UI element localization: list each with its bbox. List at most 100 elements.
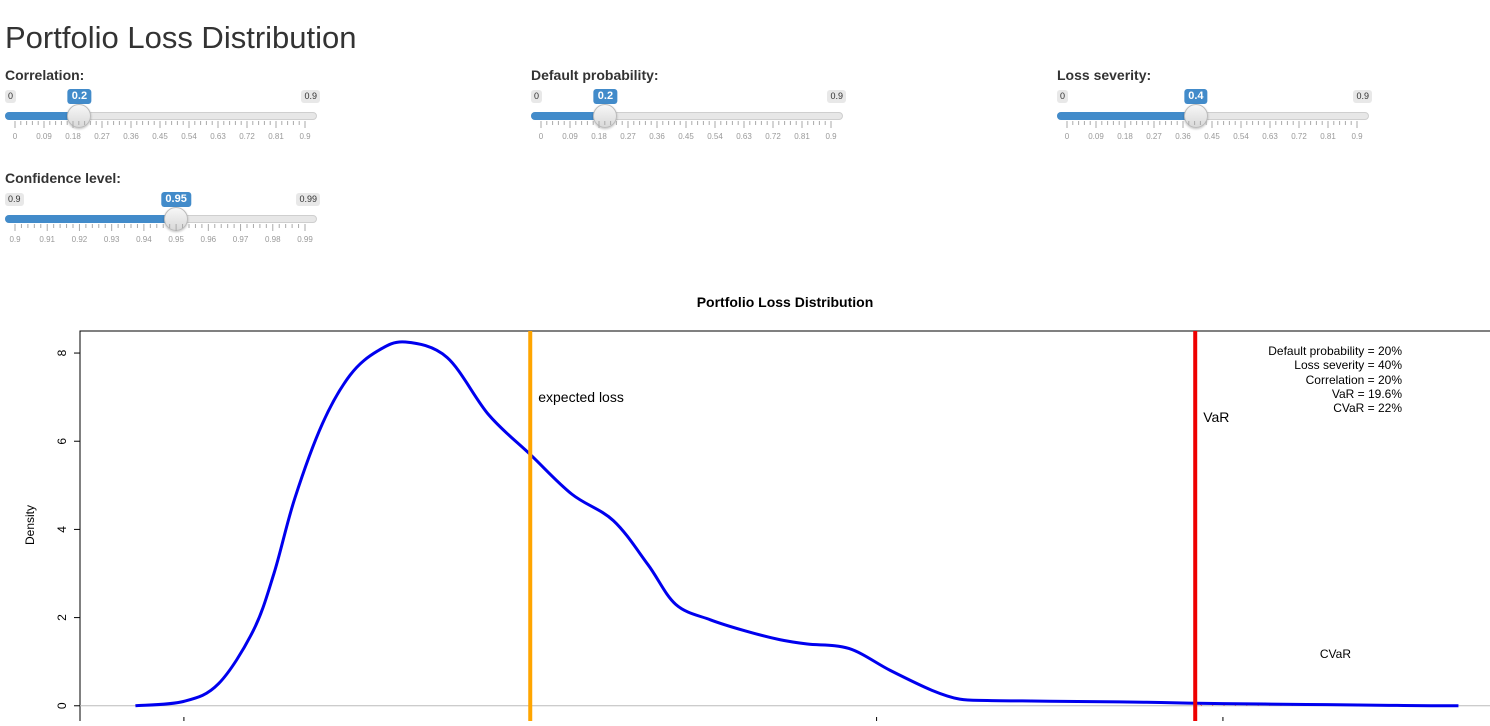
slider-label: Confidence level: (5, 170, 121, 186)
slider-ticks (14, 121, 306, 128)
chart-title: Portfolio Loss Distribution (697, 294, 874, 310)
slider-value-badge: 0.2 (67, 89, 92, 104)
slider-tick-labels: 0 0.09 0.18 0.27 0.36 0.45 0.54 0.63 0.72 0.81 0.9 (531, 132, 851, 144)
slider-tick-label: 0.9 (9, 235, 21, 244)
slider-tick-label: 0.54 (181, 132, 197, 141)
y-axis-tick-label: 6 (55, 438, 69, 445)
legend-line: Loss severity = 40% (1294, 358, 1402, 372)
slider-tick-label: 0.98 (264, 235, 281, 244)
slider-tick-label: 0.09 (1088, 132, 1104, 141)
slider-value-badge: 0.2 (593, 89, 618, 104)
slider-tick-label: 0.81 (794, 132, 810, 141)
chart-svg: Portfolio Loss Distribution Density 0 2 4 6… (23, 294, 1490, 724)
slider-tick-label: 0.95 (168, 235, 184, 244)
slider-min-badge: 0.9 (5, 193, 24, 206)
slider-tick-label: 0.96 (200, 235, 217, 244)
slider-tick-label: 0.9 (299, 132, 311, 141)
legend-line: VaR = 19.6% (1332, 387, 1402, 401)
slider-max-badge: 0.9 (1353, 90, 1372, 103)
slider-tick-label: 0.18 (1117, 132, 1133, 141)
page-title: Portfolio Loss Distribution (5, 20, 357, 55)
slider-fill (1057, 112, 1196, 120)
slider-tick-label: 0.92 (71, 235, 88, 244)
slider-tick-label: 0.72 (765, 132, 781, 141)
correlation-slider[interactable]: Correlation: 0 0.9 0.2 0 0.09 0.18 0.27 0.36… (5, 67, 320, 157)
slider-fill (5, 112, 80, 120)
y-axis-tick-label: 8 (55, 349, 69, 356)
slider-handle[interactable] (593, 104, 618, 128)
y-axis-label: Density (23, 505, 37, 545)
loss-severity-slider[interactable]: Loss severity: 0 0.9 0.4 0 0.09 0.18 0.27 0.… (1057, 67, 1372, 157)
slider-tick-label: 0.99 (297, 235, 313, 244)
slider-tick-label: 0.9 (825, 132, 837, 141)
legend-line: Correlation = 20% (1306, 373, 1403, 387)
slider-tick-label: 0.81 (1320, 132, 1336, 141)
slider-tick-label: 0.36 (1175, 132, 1191, 141)
x-axis-ticks (183, 717, 1224, 723)
confidence-level-slider[interactable]: Confidence level: 0.9 0.99 0.95 0.9 0.91 0… (5, 170, 320, 260)
legend-line: CVaR = 22% (1333, 401, 1402, 415)
slider-tick-label: 0.45 (1204, 132, 1220, 141)
slider-min-badge: 0 (5, 90, 17, 103)
slider-max-badge: 0.9 (301, 90, 320, 103)
slider-max-badge: 0.99 (296, 193, 320, 206)
chart-legend: Default probability = 20% Loss severity … (1268, 344, 1402, 415)
slider-tick-label: 0.63 (1262, 132, 1278, 141)
slider-tick-label: 0.09 (36, 132, 52, 141)
slider-ticks (540, 121, 832, 128)
slider-tick-label: 0 (12, 132, 18, 141)
slider-handle[interactable] (67, 104, 92, 128)
slider-label: Default probability: (531, 67, 659, 83)
slider-tick-label: 0.27 (94, 132, 110, 141)
expected-loss-label: expected loss (538, 389, 624, 405)
slider-tick-label: 0.72 (239, 132, 255, 141)
slider-fill (531, 112, 606, 120)
slider-tick-label: 0.94 (136, 235, 152, 244)
slider-value-badge: 0.95 (161, 192, 191, 207)
slider-tick-label: 0.09 (562, 132, 578, 141)
slider-tick-label: 0.27 (620, 132, 636, 141)
plot-frame (79, 330, 1490, 724)
slider-tick-labels: 0.9 0.91 0.92 0.93 0.94 0.95 0.96 0.97 0.98 0.99 (5, 235, 325, 247)
slider-min-badge: 0 (1057, 90, 1069, 103)
legend-line: Default probability = 20% (1268, 344, 1402, 358)
slider-tick-label: 0 (538, 132, 544, 141)
slider-tick-label: 0.54 (1233, 132, 1249, 141)
loss-distribution-chart: Portfolio Loss Distribution Density 0 2 4 6… (0, 285, 1490, 724)
slider-tick-label: 0.63 (736, 132, 752, 141)
y-axis-tick-label: 2 (55, 614, 69, 621)
slider-tick-label: 0.93 (103, 235, 120, 244)
slider-label: Loss severity: (1057, 67, 1152, 83)
slider-tick-label: 0.36 (123, 132, 139, 141)
var-label: VaR (1203, 409, 1229, 425)
y-axis-tick-label: 0 (55, 702, 69, 709)
slider-tick-label: 0.81 (268, 132, 284, 141)
slider-ticks (14, 224, 306, 231)
slider-value-badge: 0.4 (1184, 89, 1208, 104)
default-probability-slider[interactable]: Default probability: 0 0.9 0.2 0 0.09 0.18… (531, 67, 846, 157)
slider-tick-label: 0.45 (678, 132, 694, 141)
density-curve (135, 340, 1459, 708)
slider-tick-label: 0.27 (1146, 132, 1162, 141)
slider-tick-label: 0.54 (707, 132, 723, 141)
slider-ticks (1066, 121, 1358, 128)
slider-min-badge: 0 (531, 90, 543, 103)
slider-tick-label: 0 (1064, 132, 1070, 141)
slider-tick-label: 0.36 (649, 132, 665, 141)
slider-tick-label: 0.91 (39, 235, 56, 244)
slider-tick-label: 0.72 (1291, 132, 1307, 141)
slider-handle[interactable] (1183, 104, 1208, 128)
slider-fill (5, 215, 177, 223)
slider-tick-label: 0.18 (65, 132, 81, 141)
slider-tick-label: 0.63 (210, 132, 226, 141)
slider-tick-label: 0.18 (591, 132, 607, 141)
cvar-label: CVaR (1320, 647, 1351, 661)
slider-tick-label: 0.9 (1351, 132, 1363, 141)
y-axis: 0 2 4 6 8 (55, 349, 80, 709)
slider-tick-label: 0.97 (232, 235, 249, 244)
slider-label: Correlation: (5, 67, 85, 83)
y-axis-tick-label: 4 (55, 526, 69, 533)
slider-tick-label: 0.45 (152, 132, 168, 141)
slider-tick-labels: 0 0.09 0.18 0.27 0.36 0.45 0.54 0.63 0.72 0.81 0.9 (5, 132, 325, 144)
slider-max-badge: 0.9 (827, 90, 846, 103)
